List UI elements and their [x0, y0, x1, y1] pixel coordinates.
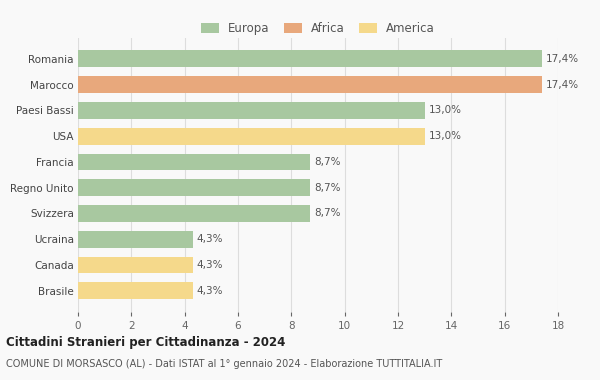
Text: 4,3%: 4,3% [197, 234, 223, 244]
Bar [78, 256, 193, 273]
Bar [78, 179, 310, 196]
Text: 8,7%: 8,7% [314, 209, 341, 218]
Text: COMUNE DI MORSASCO (AL) - Dati ISTAT al 1° gennaio 2024 - Elaborazione TUTTITALI: COMUNE DI MORSASCO (AL) - Dati ISTAT al … [6, 359, 442, 369]
Text: 17,4%: 17,4% [546, 54, 579, 64]
Legend: Europa, Africa, America: Europa, Africa, America [201, 22, 435, 35]
Text: 8,7%: 8,7% [314, 183, 341, 193]
Text: 13,0%: 13,0% [428, 131, 461, 141]
Bar [78, 231, 193, 248]
Bar [78, 51, 542, 67]
Text: 13,0%: 13,0% [428, 105, 461, 116]
Bar [78, 205, 310, 222]
Text: 17,4%: 17,4% [546, 79, 579, 90]
Text: 4,3%: 4,3% [197, 286, 223, 296]
Bar [78, 128, 425, 144]
Text: 4,3%: 4,3% [197, 260, 223, 270]
Bar [78, 102, 425, 119]
Bar [78, 282, 193, 299]
Bar [78, 76, 542, 93]
Text: Cittadini Stranieri per Cittadinanza - 2024: Cittadini Stranieri per Cittadinanza - 2… [6, 336, 286, 349]
Text: 8,7%: 8,7% [314, 157, 341, 167]
Bar [78, 154, 310, 170]
